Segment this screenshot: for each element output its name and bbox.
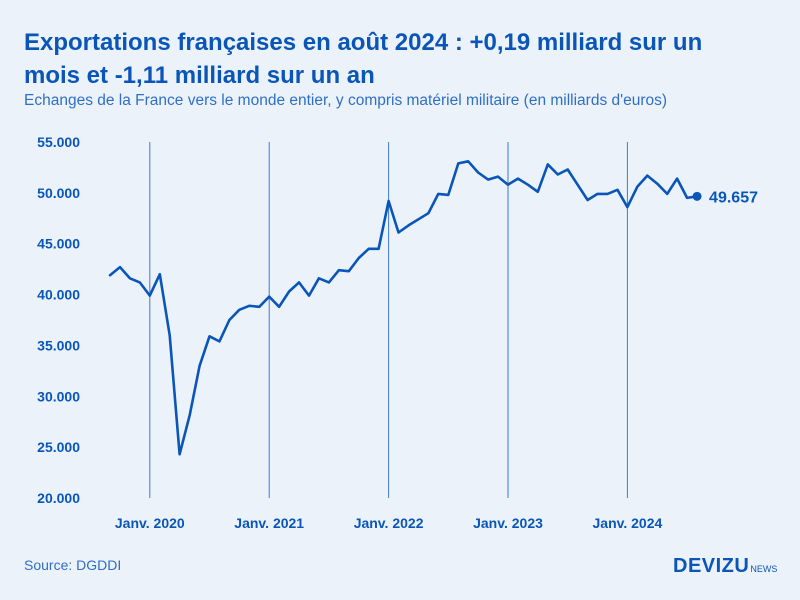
- brand-logo: DEVIZUNEWS: [673, 555, 777, 578]
- chart-title: Exportations françaises en août 2024 : +…: [24, 29, 703, 89]
- x-tick-label: Janv. 2021: [234, 515, 304, 531]
- x-tick-label: Janv. 2020: [115, 515, 185, 531]
- logo-main-text: DEVIZU: [673, 555, 750, 577]
- x-tick-label: Janv. 2024: [593, 515, 663, 531]
- y-tick-label: 20.000: [37, 490, 80, 506]
- y-tick-label: 50.000: [37, 185, 80, 201]
- last-point-marker: [692, 191, 702, 201]
- y-tick-label: 25.000: [37, 439, 80, 455]
- y-tick-label: 35.000: [37, 337, 80, 353]
- y-tick-label: 40.000: [37, 287, 80, 303]
- chart-subtitle: Echanges de la France vers le monde enti…: [24, 92, 668, 109]
- y-tick-label: 30.000: [37, 388, 80, 404]
- y-tick-label: 45.000: [37, 236, 80, 252]
- x-tick-label: Janv. 2022: [354, 515, 424, 531]
- last-value-label: 49.657: [709, 189, 758, 206]
- y-tick-label: 55.000: [37, 134, 80, 150]
- source-note: Source: DGDDI: [24, 557, 122, 573]
- logo-sub-text: NEWS: [750, 564, 778, 574]
- series-line-exportations: [108, 160, 699, 456]
- x-tick-label: Janv. 2023: [473, 515, 543, 531]
